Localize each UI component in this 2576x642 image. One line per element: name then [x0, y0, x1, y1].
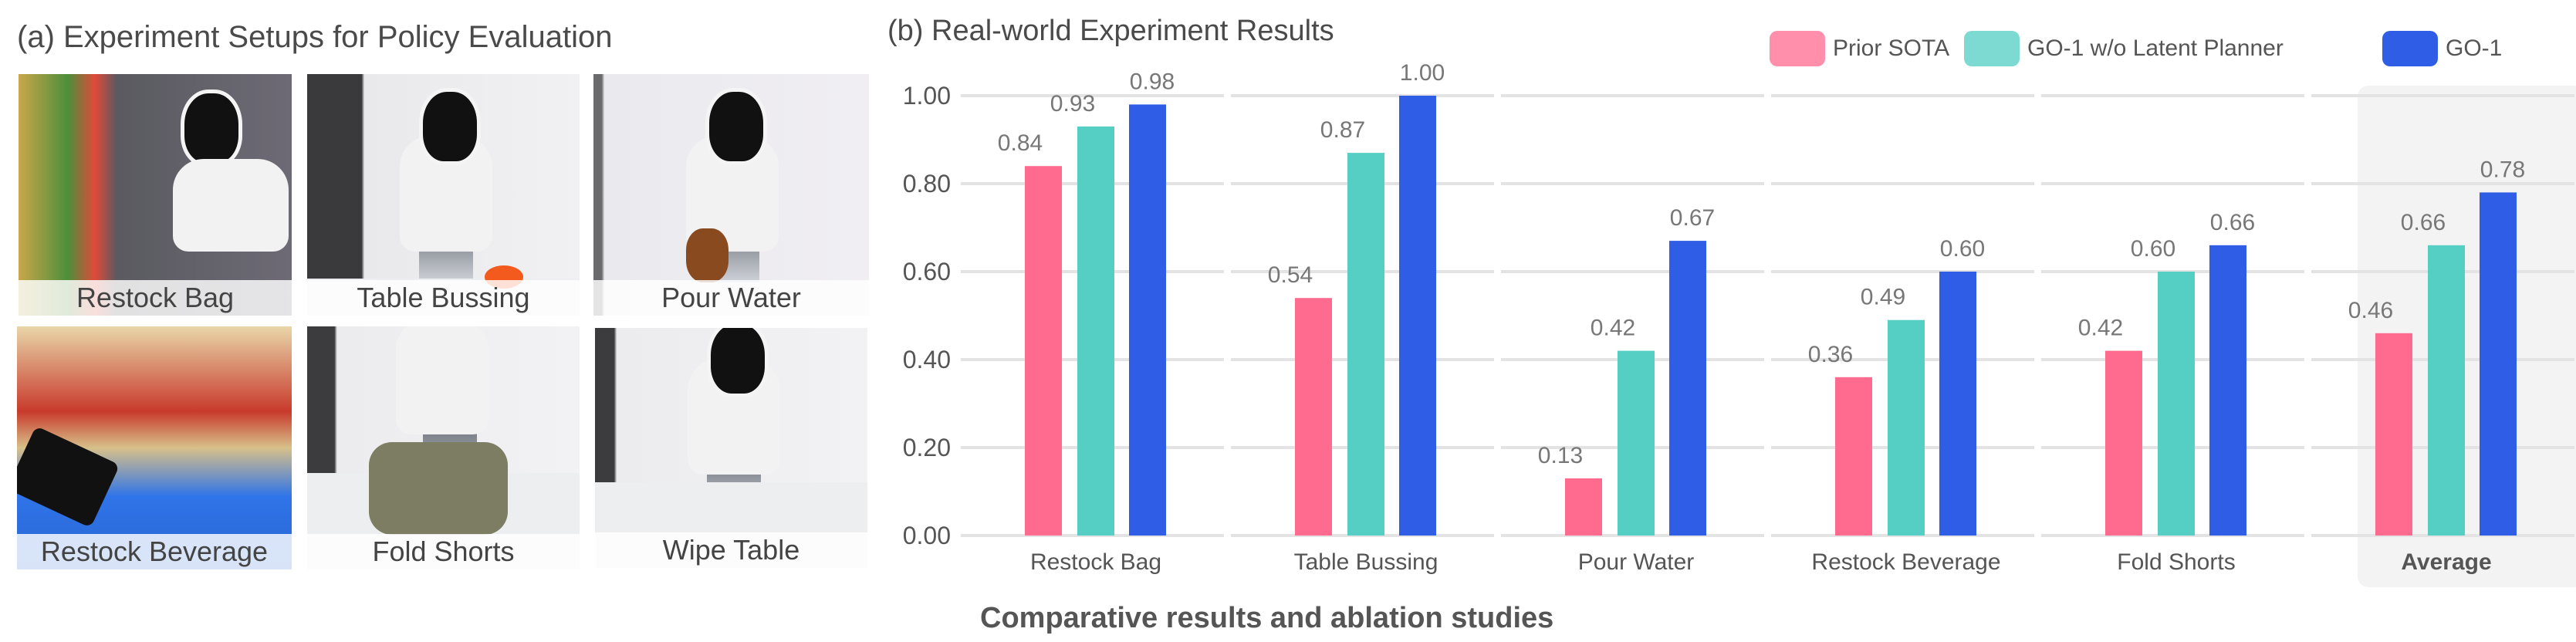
tile-label: Pour Water — [593, 280, 869, 316]
legend-label: GO-1 — [2446, 35, 2503, 61]
legend-swatch — [2382, 31, 2438, 66]
y-tick-label: 0.20 — [903, 434, 951, 461]
y-tick-label: 0.60 — [903, 258, 951, 286]
data-label: 0.84 — [998, 130, 1043, 156]
photo-restock-bag: Restock Bag — [19, 74, 292, 316]
bar-0-2 — [1565, 478, 1602, 536]
x-tick-label: Restock Beverage — [1811, 549, 2000, 575]
bar-2-5 — [2480, 192, 2517, 536]
bar-2-4 — [2209, 245, 2246, 536]
data-label: 0.60 — [2131, 236, 2175, 262]
data-label: 0.66 — [2401, 210, 2446, 235]
bar-1-4 — [2158, 272, 2195, 536]
data-label: 0.78 — [2480, 157, 2525, 182]
data-label: 0.54 — [1268, 262, 1313, 288]
legend-item-go1: GO-1 — [2382, 31, 2502, 66]
tile-label: Table Bussing — [307, 280, 580, 316]
x-tick-label: Pour Water — [1578, 549, 1695, 575]
bar-0-5 — [2375, 333, 2412, 536]
bar-2-2 — [1669, 241, 1706, 536]
data-label: 0.49 — [1861, 285, 1905, 310]
data-label: 1.00 — [1400, 60, 1445, 86]
photo-pour-water: Pour Water — [593, 74, 869, 316]
data-label: 0.42 — [2078, 316, 2123, 341]
figure-caption: Comparative results and ablation studies — [980, 602, 1554, 634]
photo-wipe-table: Wipe Table — [595, 328, 867, 568]
photo-fold-shorts: Fold Shorts — [307, 326, 580, 569]
data-label: 0.42 — [1591, 316, 1635, 341]
data-label: 0.46 — [2348, 298, 2393, 323]
data-label: 0.36 — [1808, 342, 1853, 367]
x-tick-label: Restock Bag — [1030, 549, 1161, 575]
x-tick-label: Average — [2401, 549, 2491, 575]
legend-swatch — [1770, 31, 1825, 66]
photo-table-bussing: Table Bussing — [307, 74, 580, 316]
y-tick-label: 0.00 — [903, 522, 951, 549]
tile-label: Restock Beverage — [17, 534, 292, 569]
bar-1-1 — [1347, 153, 1384, 536]
data-label: 0.93 — [1050, 91, 1095, 117]
bar-1-0 — [1077, 126, 1114, 536]
tile-label: Restock Bag — [19, 280, 292, 316]
legend-swatch — [1964, 31, 2020, 66]
bar-0-3 — [1835, 377, 1872, 536]
chart-title: (b) Real-world Experiment Results — [887, 15, 1334, 47]
data-label: 0.66 — [2210, 210, 2255, 235]
y-tick-label: 0.80 — [903, 170, 951, 198]
tile-label: Wipe Table — [595, 532, 867, 568]
bar-0-1 — [1295, 298, 1332, 536]
panel-a-title: (a) Experiment Setups for Policy Evaluat… — [17, 20, 613, 54]
bar-0-4 — [2105, 350, 2142, 536]
x-tick-label: Fold Shorts — [2117, 549, 2235, 575]
tile-label: Fold Shorts — [307, 534, 580, 569]
bar-0-0 — [1025, 166, 1062, 536]
data-label: 0.13 — [1538, 443, 1583, 468]
bar-1-3 — [1888, 319, 1925, 536]
legend-label: GO-1 w/o Latent Planner — [2027, 35, 2284, 61]
legend-label: Prior SOTA — [1833, 35, 1950, 61]
bar-1-2 — [1618, 350, 1655, 536]
y-tick-label: 0.40 — [903, 346, 951, 373]
bar-1-5 — [2428, 245, 2465, 536]
data-label: 0.98 — [1130, 69, 1175, 94]
data-label: 0.60 — [1940, 236, 1985, 262]
data-label: 0.87 — [1320, 117, 1365, 143]
bar-2-0 — [1129, 104, 1166, 536]
data-label: 0.67 — [1670, 205, 1715, 231]
bar-2-3 — [1939, 272, 1976, 536]
legend-item-go1-wo-latent-planner: GO-1 w/o Latent Planner — [1964, 31, 2284, 66]
photo-restock-beverage: Restock Beverage — [17, 326, 292, 569]
bar-2-1 — [1399, 96, 1436, 536]
y-tick-label: 1.00 — [903, 82, 951, 110]
x-tick-label: Table Bussing — [1294, 549, 1438, 575]
legend-item-prior-sota: Prior SOTA — [1770, 31, 1949, 66]
